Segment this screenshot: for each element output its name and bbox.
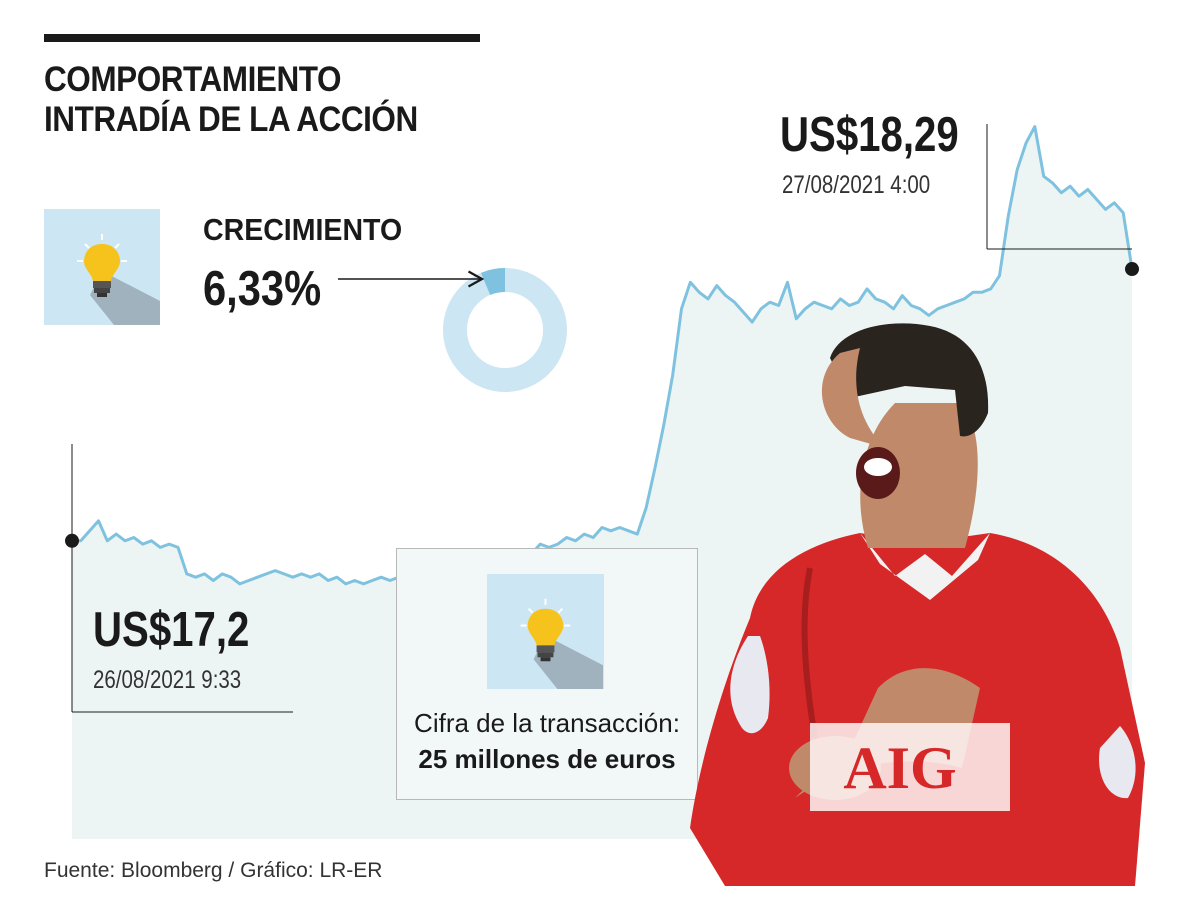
svg-text:AIG: AIG (843, 735, 956, 801)
source-note: Fuente: Bloomberg / Gráfico: LR-ER (44, 859, 383, 882)
end-point-marker (1125, 262, 1139, 277)
player-photo: AIG (690, 323, 1145, 886)
chart-title-line-1: COMPORTAMIENTO (44, 60, 342, 99)
start-date: 26/08/2021 9:33 (93, 666, 242, 694)
lightbulb-icon (44, 209, 160, 325)
growth-donut-slice (480, 267, 506, 296)
end-date: 27/08/2021 4:00 (782, 171, 931, 199)
start-point-marker (65, 533, 79, 548)
growth-value: 6,33% (203, 262, 322, 316)
growth-label: CRECIMIENTO (203, 212, 403, 247)
price-line (72, 125, 1134, 586)
transaction-label: Cifra de la transacción: (414, 708, 680, 738)
title-rule (44, 34, 480, 42)
chart-title: COMPORTAMIENTO INTRADÍA DE LA ACCIÓN (44, 60, 418, 140)
chart-title-line-2: INTRADÍA DE LA ACCIÓN (44, 100, 418, 139)
end-price: US$18,29 (780, 108, 959, 162)
transaction-value: 25 millones de euros (418, 744, 676, 774)
start-price: US$17,2 (93, 603, 250, 657)
lightbulb-icon (487, 574, 604, 689)
growth-donut (443, 267, 567, 392)
